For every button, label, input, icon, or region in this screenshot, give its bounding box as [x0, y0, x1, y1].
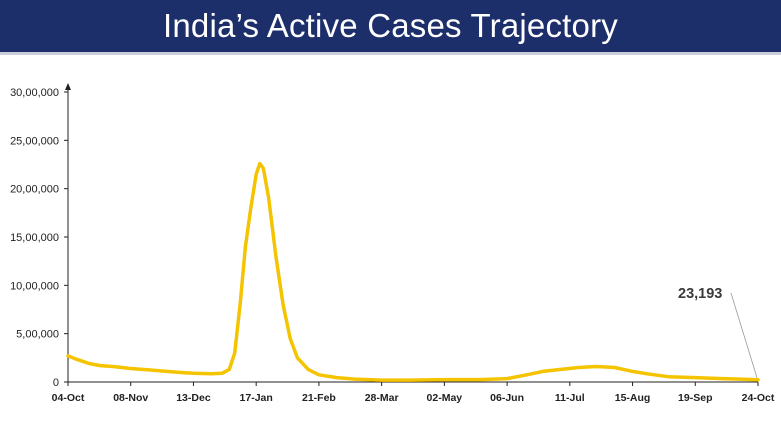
y-tick-label: 10,00,000: [10, 280, 59, 292]
plot-area: [66, 161, 760, 382]
title-banner: India’s Active Cases Trajectory: [0, 0, 781, 55]
x-tick-label: 04-Oct: [52, 392, 85, 404]
data-label-latest: 23,193: [678, 286, 722, 302]
annotations: 23,193: [678, 286, 758, 378]
y-tick-label: 20,00,000: [10, 184, 59, 196]
x-tick-label: 08-Nov: [113, 392, 148, 404]
y-tick-label: 5,00,000: [16, 329, 59, 341]
x-tick-label: 15-Aug: [615, 392, 651, 404]
x-tick-label: 11-Jul: [555, 392, 585, 404]
x-tick-label: 06-Jun: [490, 392, 524, 404]
x-tick-label: 02-May: [427, 392, 463, 404]
y-tick-label: 15,00,000: [10, 232, 59, 244]
y-tick-label: 30,00,000: [10, 87, 59, 99]
x-tick-label: 21-Feb: [302, 392, 336, 404]
active-cases-chart: 0 5,00,000 10,00,000 15,00,000 20,00,000 25,0…: [10, 83, 775, 404]
y-tick-label: 0: [53, 377, 59, 389]
y-axis-arrow: [65, 83, 71, 90]
active-cases-line: [66, 161, 760, 382]
y-tick-label: 25,00,000: [10, 135, 59, 147]
x-tick-label: 17-Jan: [240, 392, 273, 404]
y-axis: 0 5,00,000 10,00,000 15,00,000 20,00,000 25,0…: [10, 83, 71, 389]
x-tick-label: 13-Dec: [176, 392, 211, 404]
x-tick-label: 19-Sep: [678, 392, 712, 404]
x-tick-label: 28-Mar: [365, 392, 399, 404]
chart-title: India’s Active Cases Trajectory: [163, 7, 618, 44]
x-axis: 04-Oct 08-Nov 13-Dec 17-Jan 21-Feb 28-Mar 02-M…: [52, 381, 775, 404]
x-tick-label: 24-Oct: [742, 392, 775, 404]
data-label-leader: [730, 292, 758, 378]
